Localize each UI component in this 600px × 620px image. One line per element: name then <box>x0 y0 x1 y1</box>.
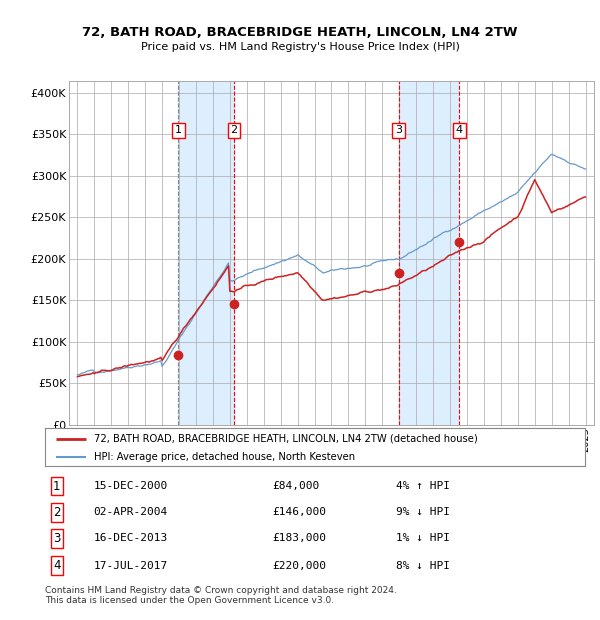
Text: 16-DEC-2013: 16-DEC-2013 <box>94 533 168 544</box>
Text: 8% ↓ HPI: 8% ↓ HPI <box>396 560 450 570</box>
Text: 72, BATH ROAD, BRACEBRIDGE HEATH, LINCOLN, LN4 2TW (detached house): 72, BATH ROAD, BRACEBRIDGE HEATH, LINCOL… <box>94 433 478 443</box>
Text: 17-JUL-2017: 17-JUL-2017 <box>94 560 168 570</box>
Text: 72, BATH ROAD, BRACEBRIDGE HEATH, LINCOLN, LN4 2TW: 72, BATH ROAD, BRACEBRIDGE HEATH, LINCOL… <box>82 26 518 39</box>
Text: 9% ↓ HPI: 9% ↓ HPI <box>396 507 450 518</box>
Text: 1: 1 <box>53 480 61 493</box>
Text: £220,000: £220,000 <box>272 560 326 570</box>
Text: 4: 4 <box>53 559 61 572</box>
Text: £183,000: £183,000 <box>272 533 326 544</box>
Bar <box>178 81 234 425</box>
Bar <box>398 81 459 425</box>
Text: £146,000: £146,000 <box>272 507 326 518</box>
Text: 4% ↑ HPI: 4% ↑ HPI <box>396 481 450 492</box>
Text: 4: 4 <box>455 125 463 135</box>
Text: 3: 3 <box>53 532 61 545</box>
Text: 2: 2 <box>53 506 61 519</box>
Text: 1% ↓ HPI: 1% ↓ HPI <box>396 533 450 544</box>
Text: £84,000: £84,000 <box>272 481 319 492</box>
Text: Contains HM Land Registry data © Crown copyright and database right 2024.
This d: Contains HM Land Registry data © Crown c… <box>45 586 397 605</box>
Text: 1: 1 <box>175 125 182 135</box>
Text: 15-DEC-2000: 15-DEC-2000 <box>94 481 168 492</box>
Text: HPI: Average price, detached house, North Kesteven: HPI: Average price, detached house, Nort… <box>94 451 355 462</box>
Text: Price paid vs. HM Land Registry's House Price Index (HPI): Price paid vs. HM Land Registry's House … <box>140 42 460 51</box>
Text: 02-APR-2004: 02-APR-2004 <box>94 507 168 518</box>
Text: 3: 3 <box>395 125 402 135</box>
Text: 2: 2 <box>230 125 238 135</box>
